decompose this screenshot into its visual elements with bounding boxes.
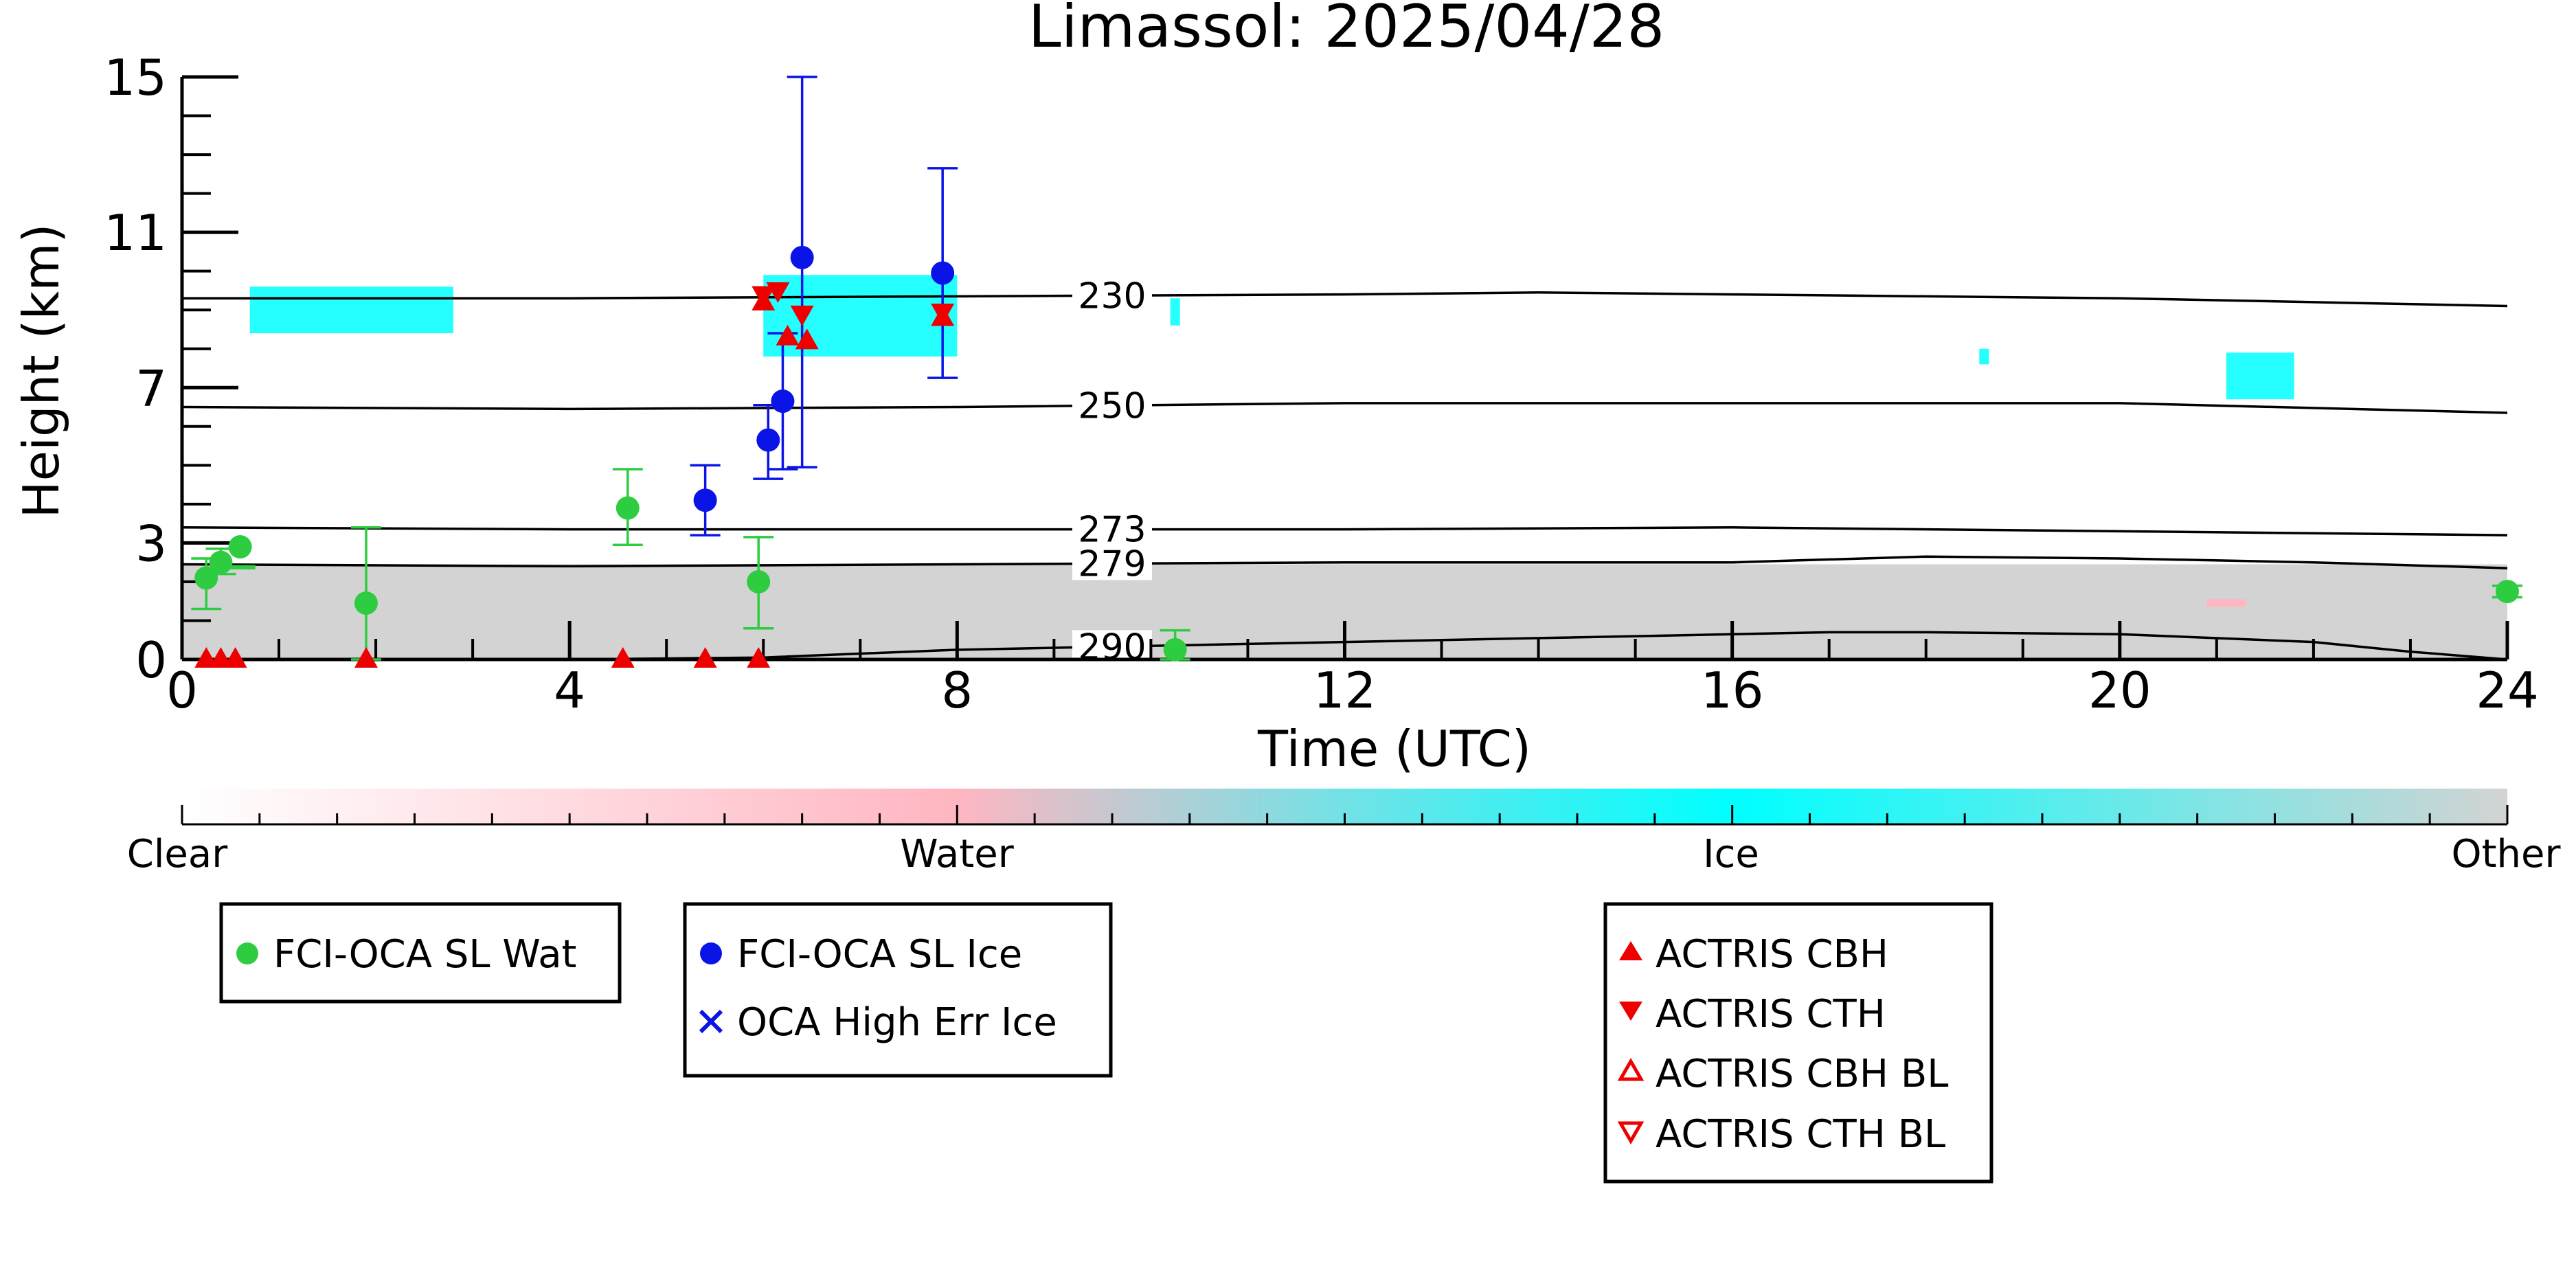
legend-label-cbh-bl: ACTRIS CBH BL	[1656, 1052, 1948, 1096]
legend-marker-cth	[1619, 1002, 1642, 1021]
y-tick-label-15: 15	[104, 49, 167, 106]
legend-label-higherr: OCA High Err Ice	[737, 1000, 1057, 1045]
marker-actris-cth-2	[790, 305, 814, 326]
legend-label-ice: FCI-OCA SL Ice	[737, 932, 1022, 977]
x-axis-label: Time (UTC)	[1257, 720, 1531, 778]
legend-label-wat: FCI-OCA SL Wat	[273, 932, 577, 977]
marker-fci-oca-sl-ice-0	[693, 488, 717, 512]
legend-marker-cth-bl	[1617, 1121, 1645, 1145]
y-tick-label-3: 3	[135, 515, 167, 572]
x-tick-label-24: 24	[2476, 662, 2539, 719]
cloud-region-ice-4	[1979, 348, 1989, 365]
marker-fci-oca-sl-wat-5	[747, 569, 771, 594]
y-tick-label-7: 7	[135, 359, 167, 417]
marker-fci-oca-sl-wat-2	[228, 535, 252, 559]
marker-fci-oca-sl-wat-0	[194, 566, 218, 590]
marker-actris-cth-1	[766, 282, 790, 303]
marker-actris-cth-0	[752, 286, 776, 307]
marker-actris-cbh-4	[611, 647, 635, 668]
cloud-region-ice-1	[249, 286, 453, 334]
marker-fci-oca-sl-wat-4	[615, 496, 640, 520]
legend-marker-cbh-bl	[1617, 1057, 1645, 1081]
colorbar-label-clear: Clear	[127, 832, 228, 877]
marker-fci-oca-sl-ice-2	[771, 389, 795, 414]
legend-label-cbh: ACTRIS CBH	[1656, 932, 1888, 977]
contour-label-273: 273	[1078, 510, 1146, 551]
contour-label-bg-250	[1072, 389, 1152, 422]
x-tick-label-8: 8	[941, 662, 973, 719]
data-markers	[191, 76, 2522, 668]
marker-fci-oca-sl-wat-6	[1163, 637, 1187, 662]
marker-actris-cth-3	[931, 304, 955, 325]
marker-actris-cbh-5	[693, 647, 717, 668]
marker-fci-oca-sl-ice-3	[790, 245, 814, 269]
x-tick-label-12: 12	[1313, 662, 1377, 719]
contour-line-230	[182, 291, 2508, 308]
marker-fci-oca-sl-wat-7	[2496, 580, 2519, 604]
marker-actris-cbh-3	[354, 647, 378, 668]
colorbar-ticks	[181, 805, 2509, 826]
marker-actris-cbh-6	[747, 647, 771, 668]
contour-label-230: 230	[1078, 275, 1146, 317]
marker-fci-oca-sl-ice-1	[756, 428, 780, 452]
cloud-region-ice-5	[2226, 352, 2294, 400]
legend-actris: ACTRIS CBH ACTRIS CTH ACTRIS CBH BL ACTR…	[1603, 902, 1993, 1184]
legend-marker-ice	[700, 942, 722, 964]
contour-label-279: 279	[1078, 543, 1146, 585]
legend-marker-higherr	[699, 1009, 723, 1034]
legend-water-box	[219, 902, 622, 1004]
marker-actris-cbh-8	[776, 324, 800, 346]
contour-line-290	[182, 631, 2508, 661]
marker-fci-oca-sl-ice-4	[931, 261, 955, 285]
x-tick-label-16: 16	[1701, 662, 1764, 719]
contour-line-250	[181, 402, 2508, 414]
cloud-classification-field	[182, 275, 2507, 659]
contour-line-273	[181, 526, 2508, 536]
x-tick-label-20: 20	[2088, 662, 2151, 719]
marker-actris-cbh-2	[223, 647, 247, 668]
legend-ice: FCI-OCA SL Ice OCA High Err Ice	[683, 902, 1113, 1078]
chart-title: Limassol: 2025/04/28	[1028, 0, 1664, 61]
legend-marker-cbh	[1619, 941, 1642, 960]
x-tick-label-0: 0	[166, 662, 198, 719]
legend-actris-box	[1603, 902, 1993, 1184]
colorbar-label-ice: Ice	[1703, 832, 1759, 877]
colorbar-label-other: Other	[2451, 832, 2561, 877]
legend-water: FCI-OCA SL Wat	[219, 902, 622, 1004]
legend-marker-wat	[236, 942, 258, 964]
colorbar: Clear Water Ice Other	[127, 789, 2561, 877]
contour-label-bg-273	[1072, 512, 1152, 546]
y-tick-label-11: 11	[104, 204, 167, 262]
contour-label-250: 250	[1078, 385, 1146, 427]
marker-fci-oca-sl-wat-3	[354, 591, 378, 615]
legend-label-cth-bl: ACTRIS CTH BL	[1656, 1112, 1945, 1157]
colorbar-label-water: Water	[900, 832, 1015, 877]
legend-label-cth: ACTRIS CTH	[1656, 992, 1886, 1037]
legend-ice-box	[683, 902, 1113, 1078]
marker-fci-oca-sl-wat-1	[209, 550, 233, 574]
marker-actris-cbh-9	[795, 328, 819, 350]
cloud-region-ice-3	[1170, 298, 1180, 326]
x-tick-label-4: 4	[554, 662, 585, 719]
axes: 0 4 8 12 16 20 24 0 3 7 11 15	[104, 49, 2538, 719]
cloud-region-water-6	[2206, 599, 2246, 607]
contour-line-279	[181, 555, 2508, 569]
y-axis-label: Height (km)	[12, 224, 70, 519]
contour-label-bg-230	[1072, 279, 1152, 313]
contour-label-290: 290	[1078, 626, 1146, 668]
contour-label-bg-279	[1072, 547, 1152, 580]
y-tick-label-0: 0	[135, 631, 167, 689]
contour-label-bg-290	[1072, 630, 1152, 664]
